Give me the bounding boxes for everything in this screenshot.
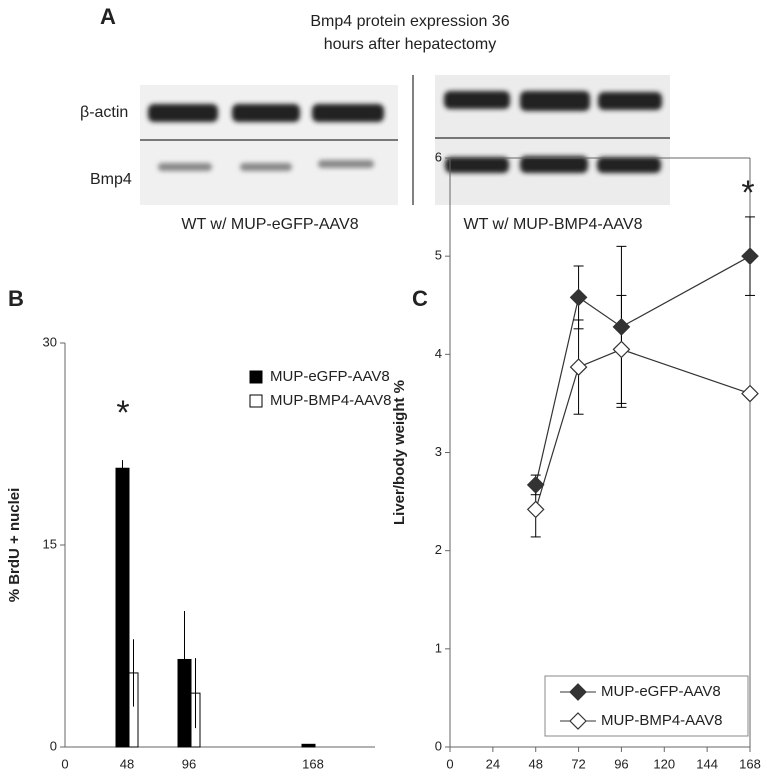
marker — [569, 712, 587, 730]
y-tick-label: 30 — [43, 334, 57, 349]
legend-label: MUP-eGFP-AAV8 — [601, 683, 721, 700]
x-tick-label: 0 — [446, 756, 453, 771]
y-tick-label: 2 — [435, 542, 442, 557]
marker — [741, 384, 759, 403]
x-tick-label: 48 — [120, 756, 134, 771]
annotation: * — [116, 394, 129, 432]
marker — [741, 247, 759, 266]
group-label: WT w/ MUP-BMP4-AAV8 — [464, 216, 643, 233]
marker — [569, 288, 588, 307]
y-tick-label: 3 — [435, 444, 442, 459]
x-tick-label: 48 — [528, 756, 542, 771]
x-tick-label: 168 — [302, 756, 324, 771]
x-tick-label: 168 — [739, 756, 761, 771]
group-label: WT w/ MUP-eGFP-AAV8 — [181, 216, 358, 233]
row-label: Bmp4 — [90, 171, 132, 188]
blot-title: hours after hepatectomy — [324, 36, 497, 53]
marker — [569, 683, 587, 701]
legend-label: MUP-eGFP-AAV8 — [270, 368, 390, 385]
y-tick-label: 5 — [435, 248, 442, 263]
y-axis-label: % BrdU + nuclei — [6, 488, 23, 603]
y-tick-label: 15 — [43, 536, 57, 551]
series-line — [535, 255, 751, 486]
legend-label: MUP-BMP4-AAV8 — [270, 392, 391, 409]
legend-swatch — [249, 370, 263, 384]
marker — [526, 500, 545, 519]
marker — [612, 317, 631, 336]
x-tick-label: 0 — [61, 756, 68, 771]
annotation: * — [741, 174, 754, 212]
bar — [301, 743, 316, 748]
y-axis-label: Liver/body weight % — [391, 380, 408, 525]
y-tick-label: 4 — [435, 346, 442, 361]
marker — [612, 340, 631, 359]
panel-label: A — [100, 4, 116, 29]
y-tick-label: 0 — [50, 738, 57, 753]
y-tick-label: 1 — [435, 640, 442, 655]
y-tick-label: 6 — [435, 149, 442, 164]
x-tick-label: 96 — [182, 756, 196, 771]
bar — [115, 467, 130, 748]
panel-label: B — [8, 286, 24, 311]
x-tick-label: 120 — [653, 756, 675, 771]
legend-label: MUP-BMP4-AAV8 — [601, 712, 722, 729]
row-label: β-actin — [80, 104, 128, 121]
blot-title: Bmp4 protein expression 36 — [310, 13, 509, 30]
marker — [569, 358, 588, 376]
y-tick-label: 0 — [435, 738, 442, 753]
x-tick-label: 96 — [614, 756, 628, 771]
blot — [140, 75, 670, 205]
x-tick-label: 72 — [571, 756, 585, 771]
x-tick-label: 24 — [486, 756, 500, 771]
legend-swatch — [249, 394, 263, 408]
panel-label: C — [412, 286, 428, 311]
marker — [526, 476, 545, 494]
series-line — [535, 348, 751, 510]
x-tick-label: 144 — [696, 756, 718, 771]
